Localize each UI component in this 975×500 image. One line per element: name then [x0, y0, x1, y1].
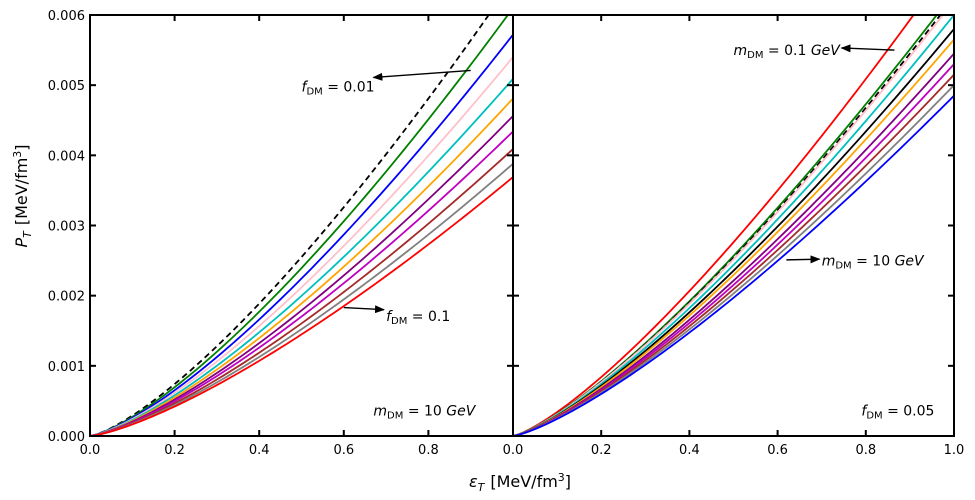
right-series-line-2	[513, 15, 942, 436]
left-series-line-0	[90, 15, 490, 436]
left-panel-curves	[90, 15, 513, 436]
annotation-fdm-01: fDM = 0.1	[386, 309, 450, 327]
left-series-line-5	[90, 97, 513, 436]
annotation-mdm-01: mDM = 0.1 GeV	[734, 43, 842, 61]
y-tick-label: 0.000	[48, 430, 85, 445]
annotation-arrow-fdm-01	[343, 305, 385, 314]
right-series-line-0	[513, 15, 915, 436]
x-tick-label: 0.8	[418, 443, 439, 458]
right-series-line-11	[513, 95, 954, 436]
x-tick-label: 0.2	[164, 443, 185, 458]
y-tick-label: 0.001	[48, 360, 85, 375]
left-series-line-9	[90, 163, 513, 436]
annotation-arrow-fdm-001	[372, 69, 471, 81]
left-panel-frame	[89, 14, 514, 437]
right-series-line-5	[513, 28, 954, 436]
annotation-fdm-005: fDM = 0.05	[861, 404, 934, 422]
y-axis-title: PT[MeV/fm3]	[11, 144, 34, 247]
x-tick-label: 0.8	[855, 443, 876, 458]
y-tick-label: 0.005	[48, 79, 85, 94]
x-tick-label: 0.2	[591, 443, 612, 458]
y-tick-label: 0.002	[48, 290, 85, 305]
left-series-line-10	[90, 176, 513, 436]
annotation-arrow-mdm-10r	[786, 255, 821, 264]
left-series-line-7	[90, 130, 513, 436]
annotations: fDM = 0.01 fDM = 0.1 mDM = 10 GeV mDM = 0.1…	[302, 43, 935, 422]
annotation-mdm-10: mDM = 10 GeV	[373, 404, 476, 422]
left-series-line-3	[90, 56, 513, 436]
left-series-line-8	[90, 148, 513, 436]
left-series-line-4	[90, 78, 513, 436]
x-tick-label: 0.0	[503, 443, 524, 458]
left-series-line-2	[90, 34, 513, 436]
annotation-fdm-001: fDM = 0.01	[302, 80, 375, 98]
x-tick-label: 0.4	[249, 443, 270, 458]
y-tick-label: 0.006	[48, 9, 85, 24]
y-tick-label: 0.003	[48, 220, 85, 235]
x-tick-label: 1.0	[944, 443, 965, 458]
x-tick-label: 0.4	[679, 443, 700, 458]
x-tick-label: 0.6	[767, 443, 788, 458]
annotation-mdm-10r: mDM = 10 GeV	[822, 254, 925, 272]
left-series-line-1	[90, 15, 509, 436]
x-axis-title: εT [MeV/fm3]	[469, 471, 571, 494]
panel-frames	[89, 14, 955, 437]
x-tick-label: 0.0	[80, 443, 101, 458]
right-series-line-3	[513, 15, 945, 436]
right-series-line-6	[513, 38, 954, 436]
x-tick-label: 0.6	[333, 443, 354, 458]
right-series-line-1	[513, 15, 938, 436]
right-panel-curves	[513, 15, 954, 436]
left-series-line-6	[90, 115, 513, 436]
y-tick-label: 0.004	[48, 149, 85, 164]
right-series-line-7	[513, 52, 954, 436]
annotation-arrow-mdm-01	[840, 44, 895, 53]
right-series-line-8	[513, 63, 954, 436]
axis-ticks: 0.000 0.001 0.002 0.003 0.004 0.005 0.006 0.0 0.…	[48, 9, 965, 458]
right-series-line-4	[513, 15, 954, 436]
